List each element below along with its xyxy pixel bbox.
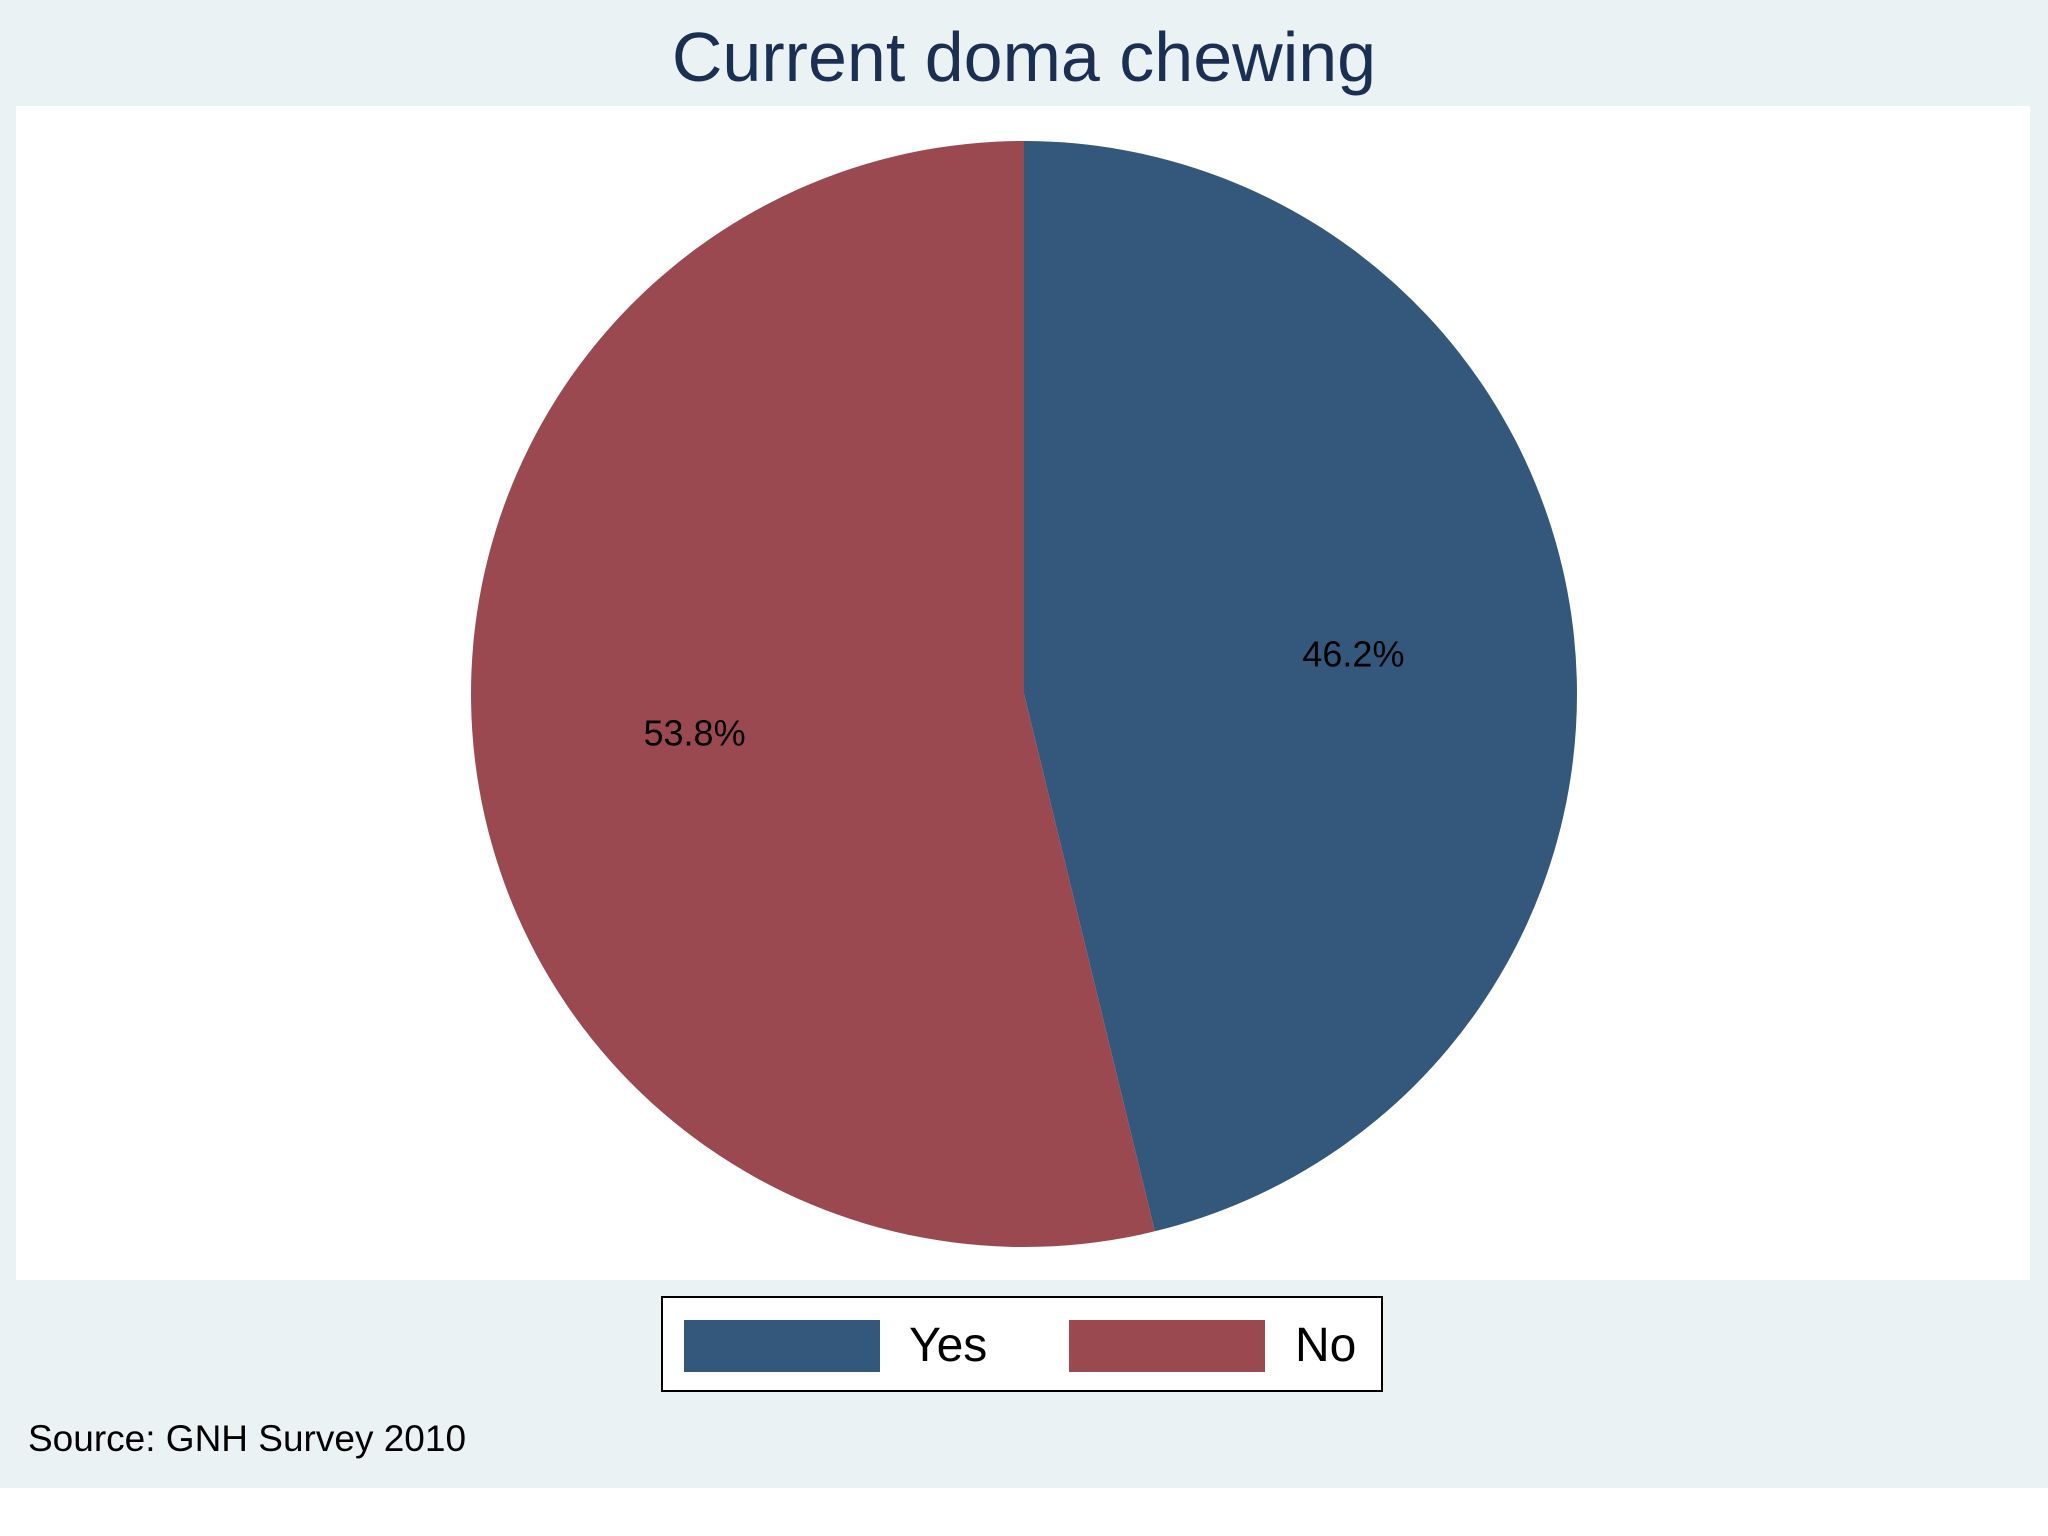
plot-region: 46.2% 53.8% — [16, 106, 2030, 1280]
legend-label-yes: Yes — [909, 1319, 988, 1372]
pie-slice-no — [471, 141, 1155, 1247]
chart-title: Current doma chewing — [671, 18, 1377, 96]
chart-frame: Current doma chewing 46.2% 53.8% Yes No … — [0, 0, 2048, 1488]
slice-label-no: 53.8% — [644, 713, 746, 754]
legend-swatch-yes — [684, 1320, 880, 1372]
pie-slice-yes — [1024, 141, 1578, 1232]
legend-swatch-no — [1069, 1320, 1265, 1372]
pie-chart: 46.2% 53.8% — [471, 141, 1578, 1247]
slice-label-yes: 46.2% — [1302, 633, 1404, 674]
legend: Yes No — [661, 1296, 1383, 1392]
legend-label-no: No — [1295, 1319, 1357, 1372]
source-note: Source: GNH Survey 2010 — [28, 1418, 467, 1459]
